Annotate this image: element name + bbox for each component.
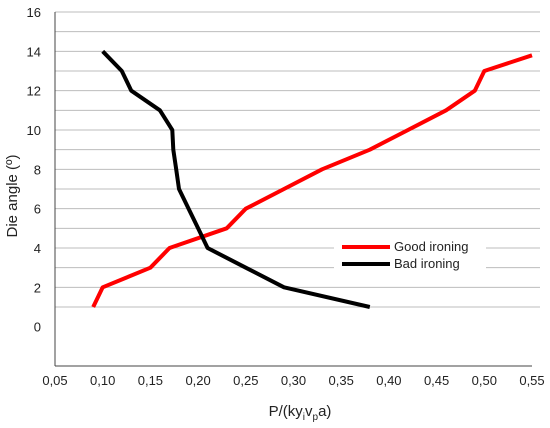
y-tick-label: 2 [34, 280, 41, 295]
y-tick-label: 12 [27, 84, 41, 99]
legend-label-good-ironing: Good ironing [394, 239, 468, 254]
x-tick-label: 0,15 [138, 373, 163, 388]
x-tick-label: 0,05 [42, 373, 67, 388]
y-tick-label: 10 [27, 123, 41, 138]
y-tick-label: 14 [27, 44, 41, 59]
x-tick-label: 0,45 [424, 373, 449, 388]
y-tick-label: 8 [34, 162, 41, 177]
series-line-good-ironing [91, 53, 533, 308]
y-tick-label: 4 [34, 241, 41, 256]
x-tick-label: 0,30 [281, 373, 306, 388]
y-tick-label: 6 [34, 202, 41, 217]
gridlines [55, 11, 540, 308]
y-axis-title: Die angle (º) [4, 154, 21, 237]
x-tick-label: 0,50 [472, 373, 497, 388]
legend-label-bad-ironing: Bad ironing [394, 256, 460, 271]
series-line-bad-ironing [101, 49, 371, 309]
x-tick-label: 0,40 [376, 373, 401, 388]
x-tick-label: 0,55 [519, 373, 544, 388]
x-tick-label: 0,10 [90, 373, 115, 388]
x-tick-label: 0,20 [185, 373, 210, 388]
x-tick-labels: 0,05 0,10 0,15 0,20 0,25 0,30 0,35 0,40 0,45 0,50… [42, 373, 544, 388]
series-lines [91, 49, 533, 309]
y-tick-labels: 0 2 4 6 8 10 12 14 16 [27, 5, 41, 335]
x-axis-title: P/(kyivpa) [269, 403, 332, 423]
legend: Good ironing Bad ironing [334, 232, 486, 276]
legend-box [334, 232, 486, 276]
x-tick-label: 0,25 [233, 373, 258, 388]
axes [54, 12, 532, 367]
y-tick-label: 16 [27, 5, 41, 20]
x-tick-label: 0,35 [329, 373, 354, 388]
y-tick-label: 0 [34, 320, 41, 335]
